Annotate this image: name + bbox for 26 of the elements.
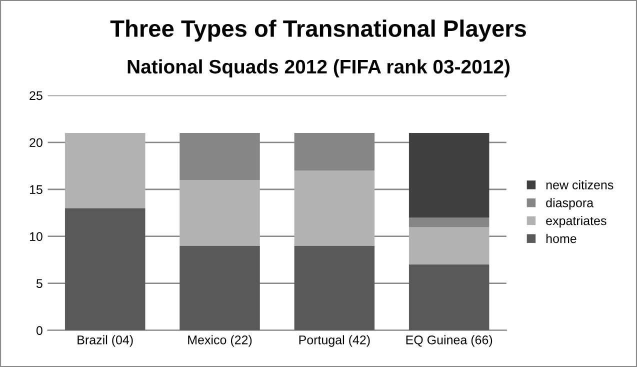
y-tick-label: 10 <box>30 232 42 241</box>
y-tick-label: 20 <box>30 138 42 148</box>
legend-label: new citizens <box>546 180 614 190</box>
y-tick-label: 5 <box>36 279 42 288</box>
bar <box>294 246 375 330</box>
bar <box>408 226 490 265</box>
chart-subtitle: National Squads 2012 (FIFA rank 03-2012) <box>128 59 510 78</box>
bar <box>64 133 146 208</box>
legend-label: home <box>546 234 576 244</box>
legend-label: expatriates <box>546 216 606 228</box>
x-tick-label: Portugal (42) <box>299 335 370 347</box>
bar <box>294 170 375 246</box>
y-tick-label: 15 <box>30 185 42 194</box>
y-tick-label: 25 <box>30 91 42 100</box>
bar <box>408 264 490 330</box>
bar <box>64 208 146 330</box>
chart-title: Three Types of Transnational Players <box>110 20 526 42</box>
bar <box>408 133 490 218</box>
bar <box>408 218 490 227</box>
x-tick-label: EQ Guinea (66) <box>406 335 492 347</box>
legend-label: diaspora <box>546 198 594 210</box>
bar <box>180 180 260 246</box>
x-tick-label: Mexico (22) <box>188 335 252 347</box>
x-tick-label: Brazil (04) <box>78 335 133 347</box>
bar <box>180 246 260 330</box>
y-tick-label: 0 <box>36 326 42 335</box>
